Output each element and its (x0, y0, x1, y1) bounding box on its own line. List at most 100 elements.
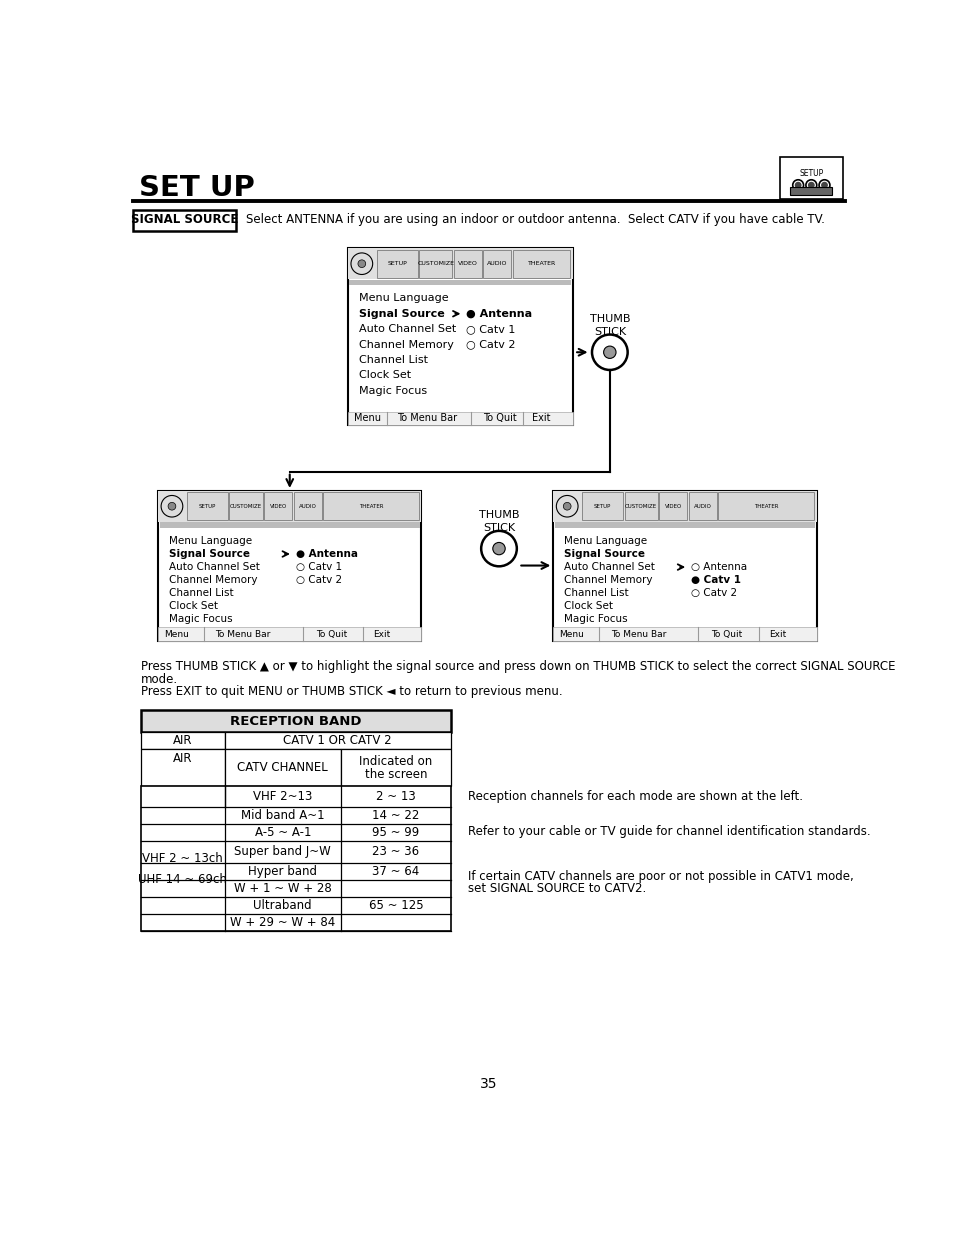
Text: VHF 2~13: VHF 2~13 (253, 790, 313, 803)
Bar (141, 748, 224, 785)
Text: Exit: Exit (768, 630, 785, 638)
Bar (555, 522, 815, 527)
Circle shape (821, 183, 826, 188)
Text: Hyper band: Hyper band (248, 864, 317, 878)
Text: 95 ~ 99: 95 ~ 99 (372, 826, 419, 840)
Circle shape (493, 542, 505, 555)
Text: set SIGNAL SOURCE to CATV2.: set SIGNAL SOURCE to CATV2. (468, 883, 645, 895)
Text: 14 ~ 22: 14 ~ 22 (372, 809, 419, 823)
Bar (348, 248, 572, 425)
Text: Channel List: Channel List (358, 354, 427, 366)
Text: Channel Memory: Channel Memory (169, 576, 257, 585)
Text: Indicated on: Indicated on (359, 755, 432, 768)
FancyBboxPatch shape (483, 249, 511, 278)
Text: AIR: AIR (172, 734, 193, 747)
Text: SETUP: SETUP (799, 169, 822, 178)
Text: Menu Language: Menu Language (358, 294, 448, 304)
Text: To Quit: To Quit (482, 414, 516, 424)
Text: SETUP: SETUP (198, 504, 215, 509)
Text: Menu Language: Menu Language (169, 536, 252, 546)
Text: Select ANTENNA if you are using an indoor or outdoor antenna.  Select CATV if yo: Select ANTENNA if you are using an indoo… (246, 214, 824, 226)
Text: If certain CATV channels are poor or not possible in CATV1 mode,: If certain CATV channels are poor or not… (468, 871, 853, 883)
Circle shape (556, 495, 578, 517)
Text: To Menu Bar: To Menu Bar (215, 630, 271, 638)
Text: Mid band A~1: Mid band A~1 (241, 809, 324, 823)
Circle shape (562, 503, 571, 510)
Text: Channel Memory: Channel Memory (358, 340, 453, 350)
Bar (224, 732, 451, 748)
Bar (224, 748, 340, 785)
Bar (790, 188, 831, 195)
Text: Magic Focus: Magic Focus (169, 615, 233, 625)
Text: AUDIO: AUDIO (298, 504, 316, 509)
Text: Magic Focus: Magic Focus (563, 615, 627, 625)
Text: Channel List: Channel List (169, 588, 233, 598)
Text: VHF 2 ~ 13ch
UHF 14 ~ 69ch: VHF 2 ~ 13ch UHF 14 ~ 69ch (138, 852, 227, 885)
Text: RECEPTION BAND: RECEPTION BAND (230, 715, 361, 727)
Text: W + 1 ~ W + 28: W + 1 ~ W + 28 (233, 882, 332, 894)
Text: THEATER: THEATER (358, 504, 383, 509)
Text: ○ Antenna: ○ Antenna (691, 562, 746, 572)
Text: Auto Channel Set: Auto Channel Set (358, 324, 456, 335)
Text: ● Catv 1: ● Catv 1 (691, 576, 740, 585)
Text: Super band J~W: Super band J~W (234, 846, 331, 858)
FancyBboxPatch shape (229, 493, 262, 520)
Circle shape (351, 253, 373, 274)
Text: Refer to your cable or TV guide for channel identification standards.: Refer to your cable or TV guide for chan… (468, 825, 870, 839)
Text: To Quit: To Quit (711, 630, 741, 638)
Bar (348, 248, 572, 279)
FancyBboxPatch shape (418, 249, 452, 278)
Text: 23 ~ 36: 23 ~ 36 (372, 846, 419, 858)
Circle shape (161, 495, 183, 517)
Bar (159, 522, 419, 527)
Text: ● Antenna: ● Antenna (295, 550, 357, 559)
Text: ○ Catv 2: ○ Catv 2 (466, 340, 516, 350)
Text: THEATER: THEATER (527, 261, 556, 267)
Text: W + 29 ~ W + 84: W + 29 ~ W + 84 (230, 915, 335, 929)
FancyBboxPatch shape (454, 249, 481, 278)
Text: ○ Catv 1: ○ Catv 1 (466, 324, 516, 335)
FancyBboxPatch shape (294, 493, 321, 520)
Text: ○ Catv 2: ○ Catv 2 (691, 588, 737, 598)
FancyBboxPatch shape (718, 493, 814, 520)
Text: Signal Source: Signal Source (169, 550, 250, 559)
Bar (553, 627, 816, 641)
FancyBboxPatch shape (323, 493, 418, 520)
Text: To Menu Bar: To Menu Bar (610, 630, 665, 638)
Bar (158, 490, 421, 641)
Bar (779, 157, 842, 199)
Text: Auto Channel Set: Auto Channel Set (169, 562, 259, 572)
Bar (553, 490, 816, 641)
Text: THUMB
STICK: THUMB STICK (478, 510, 518, 534)
Text: SIGNAL SOURCE: SIGNAL SOURCE (132, 214, 238, 226)
Bar (141, 732, 224, 748)
Text: SETUP: SETUP (593, 504, 611, 509)
Text: Clock Set: Clock Set (358, 370, 411, 380)
Text: To Quit: To Quit (315, 630, 347, 638)
Text: Press THUMB STICK ▲ or ▼ to highlight the signal source and press down on THUMB : Press THUMB STICK ▲ or ▼ to highlight th… (141, 661, 895, 673)
Text: A-5 ~ A-1: A-5 ~ A-1 (254, 826, 311, 840)
FancyBboxPatch shape (581, 493, 622, 520)
Circle shape (808, 183, 813, 188)
Text: ○ Catv 1: ○ Catv 1 (295, 562, 342, 572)
Text: VIDEO: VIDEO (664, 504, 681, 509)
FancyBboxPatch shape (376, 249, 417, 278)
Text: To Menu Bar: To Menu Bar (396, 414, 456, 424)
Text: AUDIO: AUDIO (487, 261, 507, 267)
Text: Menu: Menu (164, 630, 189, 638)
Text: AUDIO: AUDIO (693, 504, 711, 509)
Text: Auto Channel Set: Auto Channel Set (563, 562, 655, 572)
Bar (141, 710, 451, 732)
Text: THEATER: THEATER (753, 504, 778, 509)
Circle shape (357, 259, 365, 268)
FancyBboxPatch shape (264, 493, 292, 520)
Text: Magic Focus: Magic Focus (358, 385, 426, 395)
Text: Exit: Exit (531, 414, 550, 424)
Text: mode.: mode. (141, 673, 178, 685)
Text: Reception channels for each mode are shown at the left.: Reception channels for each mode are sho… (468, 790, 802, 803)
Text: THUMB
STICK: THUMB STICK (589, 314, 629, 337)
Text: ○ Catv 2: ○ Catv 2 (295, 576, 342, 585)
Circle shape (168, 503, 175, 510)
Text: Signal Source: Signal Source (358, 309, 444, 319)
Text: SET UP: SET UP (138, 174, 254, 203)
